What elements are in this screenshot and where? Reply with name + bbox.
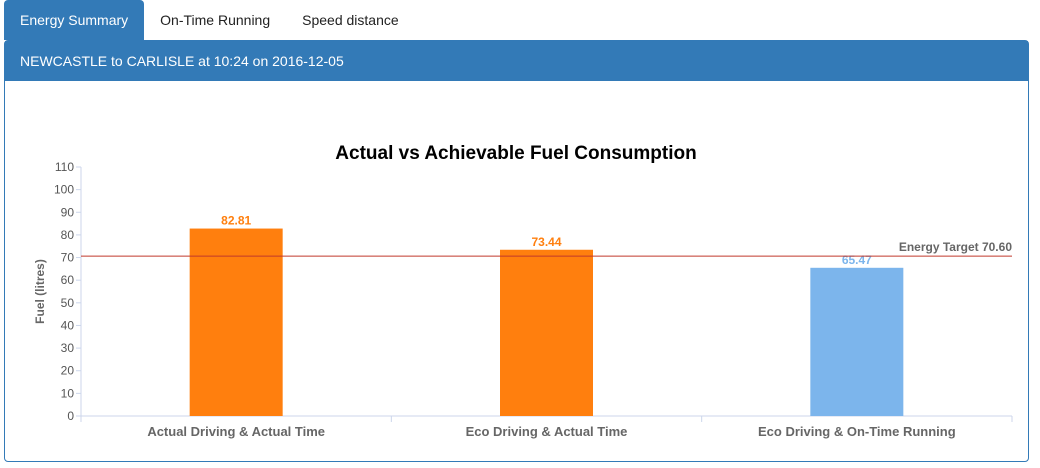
x-category-label: Eco Driving & Actual Time [466, 424, 628, 439]
tab-bar: Energy Summary On-Time Running Speed dis… [4, 0, 415, 40]
y-tick-label: 100 [54, 183, 74, 197]
y-axis-label: Fuel (litres) [33, 259, 47, 324]
y-tick-label: 50 [61, 296, 75, 310]
y-tick-label: 20 [61, 364, 75, 378]
y-tick-label: 80 [61, 228, 75, 242]
y-tick-label: 30 [61, 341, 75, 355]
x-category-label: Eco Driving & On-Time Running [758, 424, 956, 439]
data-label: 65.47 [842, 253, 872, 267]
tab-energy-summary[interactable]: Energy Summary [4, 0, 145, 40]
y-tick-label: 60 [61, 273, 75, 287]
chart-bars: 82.81 73.44 65.47 [189, 214, 904, 416]
y-tick-label: 10 [61, 386, 75, 400]
x-category-label: Actual Driving & Actual Time [147, 424, 325, 439]
target-label: Energy Target 70.60 [899, 240, 1012, 254]
chart-axes: 0 10 20 30 40 50 60 70 80 90 100 110 Actual Driving … [54, 160, 1013, 439]
y-tick-label: 90 [61, 205, 75, 219]
bar[interactable] [810, 267, 904, 416]
bar[interactable] [189, 228, 283, 416]
fuel-consumption-chart: Actual vs Achievable Fuel Consumption Fu… [33, 143, 1013, 439]
y-tick-label: 110 [55, 160, 74, 174]
tab-on-time-running[interactable]: On-Time Running [160, 12, 271, 28]
y-tick-label: 70 [61, 251, 75, 265]
data-label: 73.44 [531, 235, 561, 249]
y-tick-label: 40 [61, 318, 75, 332]
bar[interactable] [500, 249, 593, 416]
tab-speed-distance[interactable]: Speed distance [302, 12, 399, 28]
panel-heading: NEWCASTLE to CARLISLE at 10:24 on 2016-1… [5, 41, 1028, 81]
y-tick-label: 0 [67, 409, 74, 423]
data-label: 82.81 [221, 214, 251, 228]
chart-title: Actual vs Achievable Fuel Consumption [335, 143, 696, 164]
energy-target: Energy Target 70.60 [81, 240, 1012, 257]
energy-summary-panel: NEWCASTLE to CARLISLE at 10:24 on 2016-1… [4, 40, 1029, 462]
